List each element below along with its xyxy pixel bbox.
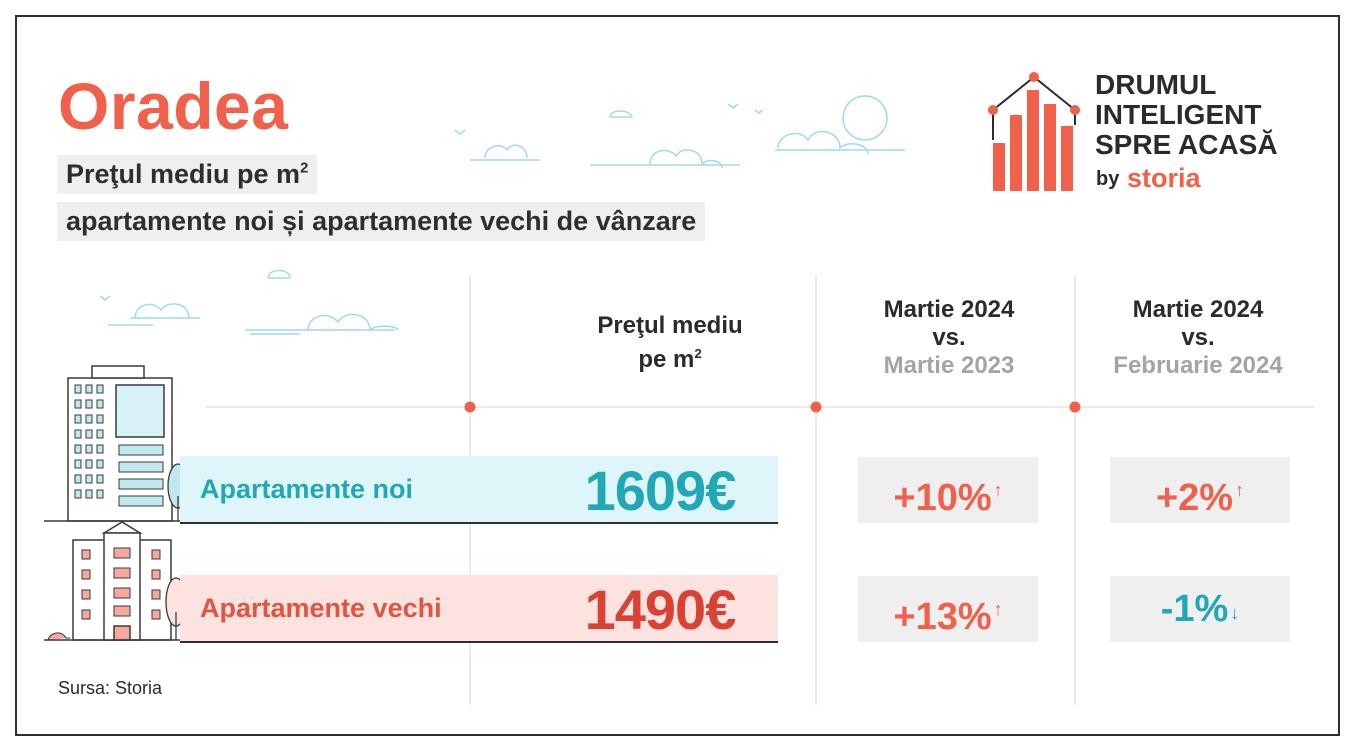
price-value: 1490€ (584, 578, 737, 641)
change-annual-vechi: +13% ↑ (858, 576, 1038, 642)
change-monthly-vechi: -1% ↓ (1110, 576, 1290, 642)
row-apartamente-noi: Apartamente noi 1609€ (180, 456, 778, 524)
subtitle-line-1: Preţul mediu pe m2 (57, 155, 318, 194)
arrow-up-icon: ↑ (993, 599, 1003, 619)
column-header-price: Preţul mediu pe m2 (597, 312, 743, 374)
arrow-up-icon: ↑ (993, 480, 1003, 500)
row-label: Apartamente noi (200, 474, 414, 504)
row-label: Apartamente vechi (200, 593, 442, 623)
subtitle-line-2: apartamente noi și apartamente vechi de … (57, 202, 706, 241)
logo-title: DRUMUL INTELIGENT SPRE ACASĂ (1095, 69, 1278, 160)
column-header-annual: Martie 2024 vs. Martie 2023 (883, 296, 1015, 379)
price-value: 1609€ (584, 459, 737, 522)
column-header-monthly: Martie 2024 vs. Februarie 2024 (1113, 296, 1283, 379)
change-monthly-noi: +2% ↑ (1110, 457, 1290, 523)
change-annual-noi: +10% ↑ (858, 457, 1038, 523)
row-apartamente-vechi: Apartamente vechi 1490€ (180, 575, 778, 643)
logo-by: by (1096, 168, 1120, 190)
city-title: Oradea (58, 69, 289, 143)
arrow-up-icon: ↑ (1235, 480, 1245, 500)
arrow-down-icon: ↓ (1230, 603, 1240, 623)
source-note: Sursa: Storia (58, 678, 163, 698)
storia-logo: storia (1127, 163, 1201, 193)
